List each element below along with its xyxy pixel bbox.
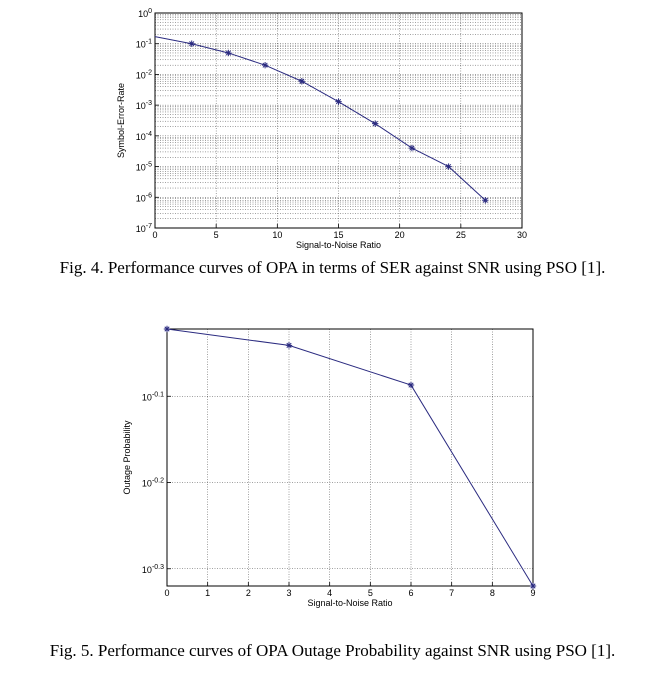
y-tick-label: 10-6 (136, 192, 152, 203)
fig5-caption: Fig. 5. Performance curves of OPA Outage… (49, 641, 616, 660)
ser-data-point (188, 40, 195, 47)
ser-data-point (225, 49, 232, 57)
outage-data-point (285, 342, 293, 349)
ser-data-point (298, 78, 305, 85)
y-axis-label: Outage Probability (122, 420, 132, 495)
x-tick-label: 1 (205, 588, 210, 598)
y-tick-label: 10-2 (136, 69, 152, 80)
x-tick-label: 0 (152, 230, 157, 240)
outage-data-point (529, 582, 537, 590)
ser-chart: 0 5 10 15 20 25 30 10-7 10-6 10-5 10-4 10-3 10-2 10-1… (116, 8, 527, 250)
x-axis-label: Signal-to-Noise Ratio (296, 240, 381, 250)
ser-data-point (408, 144, 416, 152)
x-tick-label: 10 (272, 230, 282, 240)
x-tick-label: 4 (327, 588, 332, 598)
ser-data-point (445, 163, 452, 170)
x-tick-label: 15 (333, 230, 343, 240)
y-tick-label: 100 (138, 8, 152, 19)
outage-series-line (166, 328, 534, 587)
y-tick-label: 10-5 (136, 162, 152, 173)
y-tick-label: 10-0.2 (142, 478, 164, 489)
x-tick-label: 25 (456, 230, 466, 240)
x-tick-label: 2 (246, 588, 251, 598)
plot-area (167, 329, 533, 586)
x-tick-label: 30 (517, 230, 527, 240)
outage-data-point (407, 381, 415, 389)
y-tick-label: 10-1 (136, 39, 152, 50)
axes-box (166, 328, 534, 587)
x-tick-label: 6 (408, 588, 413, 598)
y-axis-label: Symbol-Error-Rate (116, 83, 126, 158)
y-tick-label: 10-3 (136, 100, 152, 111)
x-tick-label: 5 (368, 588, 373, 598)
ser-series-line (154, 36, 486, 201)
x-tick-label: 20 (395, 230, 405, 240)
ser-data-point (335, 98, 342, 105)
x-tick-label: 8 (490, 588, 495, 598)
x-tick-label: 3 (286, 588, 291, 598)
x-tick-label: 7 (449, 588, 454, 598)
ser-data-point (482, 197, 489, 204)
x-tick-label: 0 (164, 588, 169, 598)
outage-data-point (163, 325, 171, 333)
y-tick-label: 10-4 (136, 131, 152, 142)
x-axis-label: Signal-to-Noise Ratio (307, 598, 392, 608)
fig4-caption: Fig. 4. Performance curves of OPA in ter… (59, 258, 606, 277)
x-tick-label: 9 (530, 588, 535, 598)
x-tick-label: 5 (214, 230, 219, 240)
ser-data-point (372, 120, 379, 127)
ser-data-point (261, 61, 269, 69)
y-tick-label: 10-7 (136, 223, 152, 234)
y-tick-label: 10-0.3 (142, 564, 164, 575)
y-tick-label: 10-0.1 (142, 391, 164, 402)
